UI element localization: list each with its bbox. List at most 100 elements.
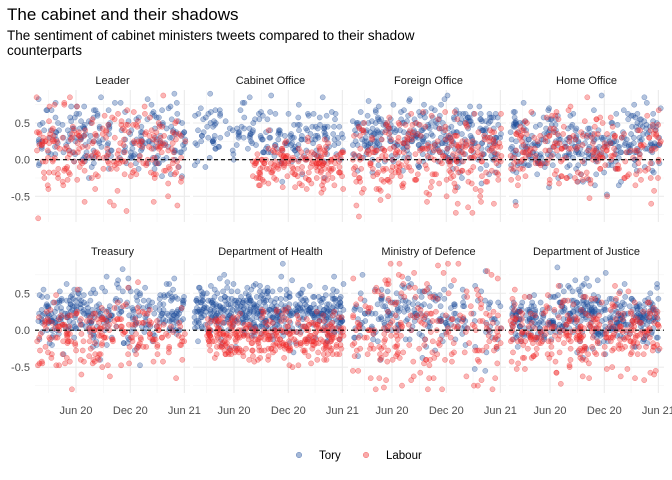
data-point-labour bbox=[517, 336, 524, 343]
data-point-labour bbox=[71, 149, 77, 156]
data-point-labour bbox=[130, 121, 137, 128]
data-point-tory bbox=[492, 110, 499, 117]
data-point-labour bbox=[173, 375, 179, 382]
data-point-tory bbox=[96, 123, 103, 130]
data-point-labour bbox=[285, 323, 292, 330]
data-point-tory bbox=[179, 120, 185, 126]
data-point-tory bbox=[560, 288, 567, 295]
data-point-labour bbox=[429, 318, 436, 324]
data-point-tory bbox=[219, 305, 226, 311]
data-point-labour bbox=[378, 345, 385, 352]
data-point-tory bbox=[144, 96, 151, 103]
data-point-labour bbox=[157, 140, 164, 147]
data-point-tory bbox=[245, 292, 252, 298]
data-point-labour bbox=[427, 143, 434, 150]
data-point-labour bbox=[589, 343, 595, 350]
data-point-tory bbox=[279, 260, 286, 267]
data-point-labour bbox=[416, 345, 423, 352]
data-point-labour bbox=[386, 114, 393, 121]
data-point-tory bbox=[336, 301, 342, 308]
data-point-tory bbox=[554, 264, 561, 271]
data-point-labour bbox=[463, 138, 470, 145]
data-point-labour bbox=[179, 356, 186, 363]
data-point-labour bbox=[398, 332, 404, 339]
data-point-labour bbox=[513, 147, 520, 154]
data-point-tory bbox=[164, 292, 171, 298]
data-point-labour bbox=[293, 338, 299, 345]
data-point-labour bbox=[310, 319, 317, 326]
data-point-labour bbox=[584, 94, 591, 101]
facet-label: Department of Justice bbox=[533, 246, 640, 258]
data-point-labour bbox=[160, 92, 167, 99]
data-point-tory bbox=[103, 273, 110, 280]
data-point-tory bbox=[614, 121, 621, 128]
data-point-labour bbox=[439, 160, 445, 167]
data-point-labour bbox=[106, 312, 113, 319]
data-point-labour bbox=[556, 180, 562, 187]
data-point-labour bbox=[467, 167, 474, 174]
x-tick-label: Jun 20 bbox=[59, 405, 92, 417]
data-point-labour bbox=[336, 164, 343, 170]
data-point-labour bbox=[87, 345, 94, 352]
data-point-tory bbox=[459, 175, 465, 181]
data-point-labour bbox=[269, 169, 276, 176]
data-point-labour bbox=[492, 142, 498, 148]
data-point-tory bbox=[157, 292, 164, 298]
data-point-labour bbox=[408, 136, 415, 143]
data-point-tory bbox=[323, 112, 330, 119]
data-point-labour bbox=[61, 101, 68, 108]
data-point-labour bbox=[283, 308, 290, 315]
data-point-labour bbox=[471, 153, 478, 159]
data-point-tory bbox=[129, 145, 136, 152]
data-point-labour bbox=[451, 132, 458, 139]
data-point-tory bbox=[256, 116, 263, 123]
data-point-labour bbox=[400, 149, 407, 156]
data-point-tory bbox=[613, 110, 620, 117]
data-point-labour bbox=[80, 338, 87, 345]
data-point-tory bbox=[362, 318, 369, 324]
data-point-labour bbox=[320, 160, 327, 167]
data-point-tory bbox=[197, 105, 204, 112]
data-point-labour bbox=[580, 332, 587, 339]
data-point-labour bbox=[383, 121, 389, 128]
data-point-labour bbox=[609, 364, 616, 370]
data-point-labour bbox=[599, 120, 606, 126]
data-point-labour bbox=[533, 345, 540, 352]
data-point-labour bbox=[531, 145, 538, 152]
data-point-labour bbox=[609, 347, 616, 354]
data-point-tory bbox=[200, 129, 207, 136]
data-point-labour bbox=[103, 134, 109, 141]
data-point-tory bbox=[406, 336, 413, 343]
data-point-labour bbox=[314, 153, 320, 159]
data-point-labour bbox=[558, 145, 565, 152]
data-point-tory bbox=[567, 112, 574, 119]
data-point-labour bbox=[486, 338, 493, 345]
data-point-tory bbox=[448, 123, 455, 130]
data-point-labour bbox=[308, 160, 315, 167]
data-point-labour bbox=[351, 353, 358, 359]
data-point-labour bbox=[168, 145, 175, 152]
data-point-labour bbox=[351, 151, 357, 158]
data-point-labour bbox=[387, 145, 394, 152]
data-point-labour bbox=[126, 343, 133, 350]
data-point-tory bbox=[397, 127, 403, 134]
data-point-labour bbox=[412, 176, 419, 183]
data-point-labour bbox=[123, 301, 129, 308]
data-point-tory bbox=[330, 286, 337, 293]
data-point-tory bbox=[637, 121, 644, 128]
data-point-labour bbox=[450, 151, 457, 158]
data-point-tory bbox=[537, 299, 544, 306]
legend-key-labour bbox=[362, 451, 370, 459]
data-point-labour bbox=[513, 202, 519, 209]
data-point-labour bbox=[97, 351, 104, 358]
data-point-labour bbox=[443, 193, 450, 200]
data-point-tory bbox=[216, 275, 223, 282]
data-point-tory bbox=[230, 281, 237, 287]
data-point-tory bbox=[163, 154, 170, 161]
data-point-tory bbox=[428, 131, 435, 137]
data-point-tory bbox=[514, 343, 521, 350]
data-point-labour bbox=[657, 140, 663, 147]
data-point-tory bbox=[122, 143, 128, 150]
data-point-tory bbox=[180, 299, 186, 306]
data-point-tory bbox=[212, 120, 219, 126]
